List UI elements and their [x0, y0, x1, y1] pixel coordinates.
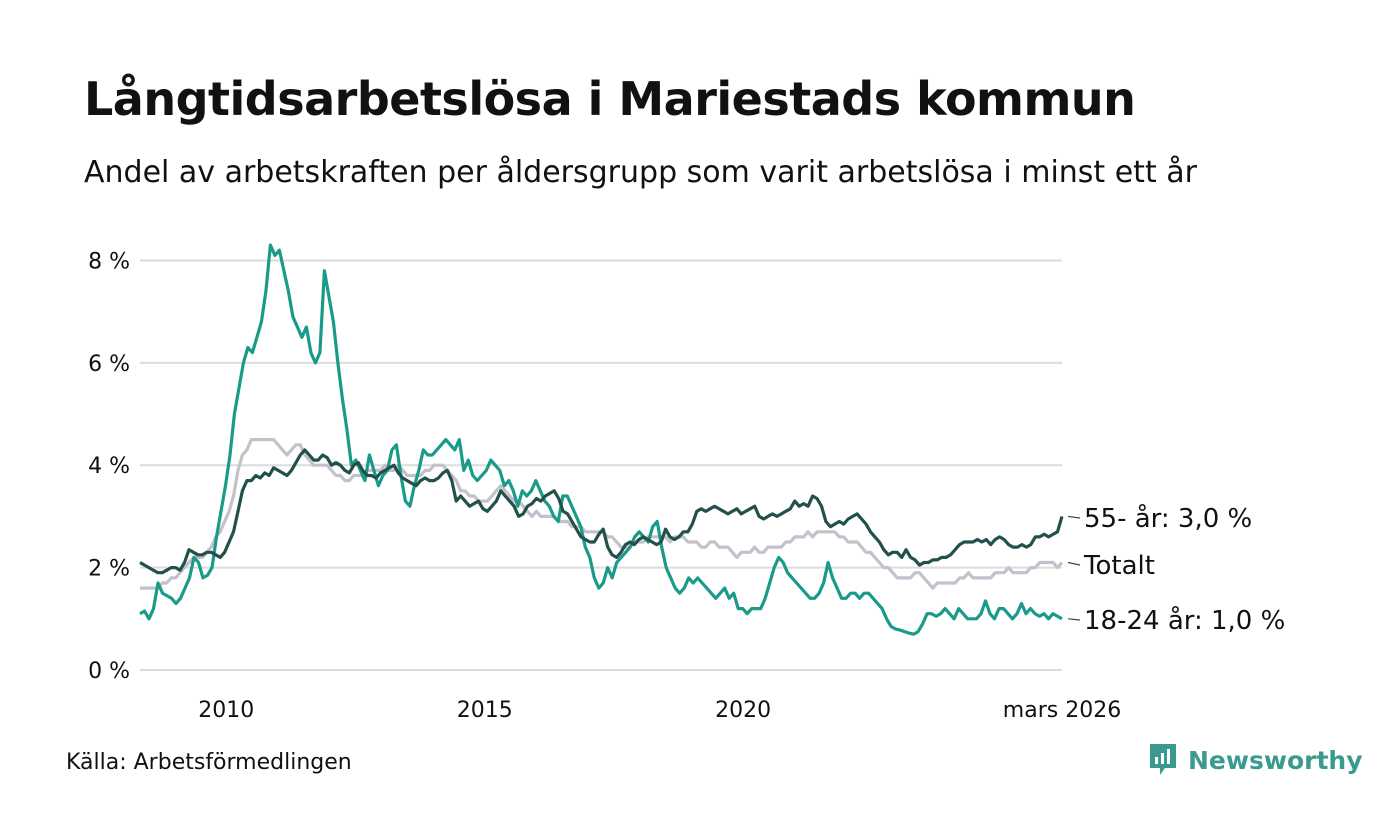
newsworthy-logo-icon	[1150, 744, 1176, 775]
x-tick-label: 2010	[198, 698, 254, 723]
x-tick-label: mars 2026	[1003, 698, 1121, 723]
x-tick-label: 2015	[457, 698, 513, 723]
x-axis-ticks: 2010 2015 2020 mars 2026	[198, 698, 1121, 723]
series-line-55-r	[139, 448, 1064, 575]
brand-logo: Newsworthy	[1148, 742, 1363, 778]
label-connector	[1067, 618, 1081, 621]
chart-subtitle: Andel av arbetskraften per åldersgrupp s…	[84, 155, 1197, 190]
chart-title: Långtidsarbetslösa i Mariestads kommun	[84, 72, 1136, 126]
x-tick-label: 2020	[715, 698, 771, 723]
gridlines	[140, 259, 1062, 671]
source-note: Källa: Arbetsförmedlingen	[66, 750, 352, 775]
brand-name: Newsworthy	[1188, 745, 1363, 775]
series-labels: Totalt 18-24 år: 1,0 % 55- år: 3,0 %	[1067, 503, 1285, 636]
y-tick-label: 2 %	[88, 557, 130, 582]
series-label-totalt: Totalt	[1083, 551, 1155, 581]
y-tick-label: 0 %	[88, 659, 130, 684]
series-label-18-24-r: 18-24 år: 1,0 %	[1084, 605, 1285, 636]
y-tick-label: 4 %	[88, 454, 130, 479]
y-tick-label: 6 %	[88, 352, 130, 377]
series-label-55-r: 55- år: 3,0 %	[1084, 503, 1252, 534]
series-line-18-24-r	[139, 243, 1063, 636]
label-connector	[1067, 515, 1081, 519]
y-tick-label: 8 %	[88, 249, 130, 274]
label-connector	[1067, 561, 1081, 566]
series-line-totalt	[140, 438, 1064, 590]
series-lines	[139, 243, 1064, 636]
y-axis-ticks: 0 % 2 % 4 % 6 % 8 %	[88, 249, 130, 684]
